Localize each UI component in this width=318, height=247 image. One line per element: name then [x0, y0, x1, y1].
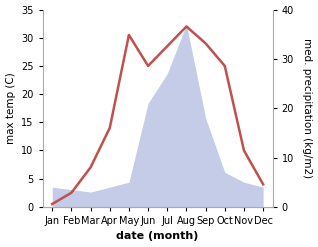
- Y-axis label: med. precipitation (kg/m2): med. precipitation (kg/m2): [302, 38, 313, 178]
- X-axis label: date (month): date (month): [116, 231, 199, 242]
- Y-axis label: max temp (C): max temp (C): [5, 72, 16, 144]
